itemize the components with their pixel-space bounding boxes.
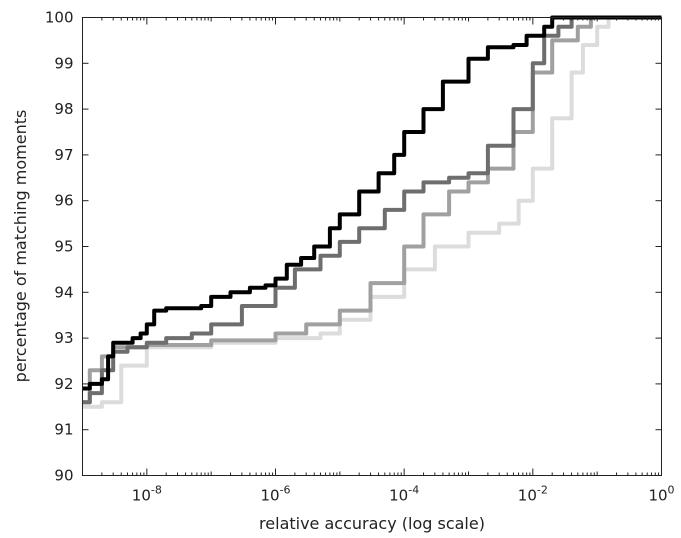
- plot-frame: [82, 17, 662, 476]
- series-line-3: [82, 15, 662, 405]
- y-tick-label: 94: [54, 283, 73, 301]
- plot-lines: [82, 15, 662, 409]
- x-axis-label: relative accuracy (log scale): [259, 514, 485, 533]
- y-tick-label: 97: [54, 146, 73, 164]
- y-tick-label: 90: [54, 467, 73, 485]
- y-tick-labels: 90 91 92 93 94 95 96 97 98 99 100: [45, 9, 74, 485]
- y-tick-label: 100: [45, 9, 74, 27]
- axis-ticks: [82, 17, 662, 476]
- x-tick-label: 100: [648, 484, 674, 505]
- y-tick-label: 96: [54, 192, 73, 210]
- y-tick-label: 91: [54, 421, 73, 439]
- y-tick-label: 93: [54, 329, 73, 347]
- x-tick-label: 10-2: [518, 484, 548, 505]
- x-tick-label: 10-8: [132, 484, 162, 505]
- y-tick-label: 98: [54, 100, 73, 118]
- x-tick-labels: 10-8 10-6 10-4 10-2 100: [132, 484, 675, 505]
- y-tick-label: 99: [54, 54, 73, 72]
- series-line-4: [82, 15, 662, 409]
- x-tick-label: 10-4: [389, 484, 419, 505]
- series-line-2: [82, 15, 662, 405]
- y-axis-label: percentage of matching moments: [11, 110, 30, 383]
- y-tick-label: 95: [54, 238, 73, 256]
- x-tick-label: 10-6: [260, 484, 290, 505]
- y-tick-label: 92: [54, 375, 73, 393]
- series-line-1: [82, 15, 662, 391]
